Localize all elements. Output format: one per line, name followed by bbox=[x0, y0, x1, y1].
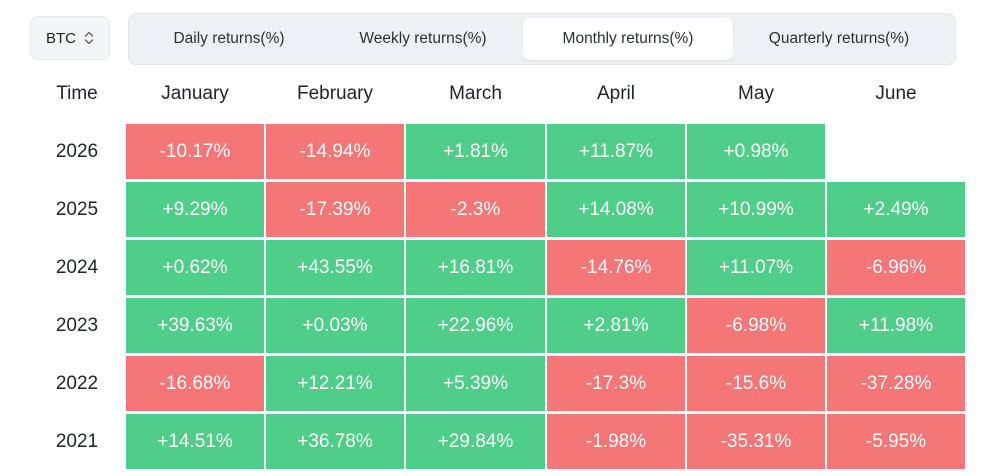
month-header-may: May bbox=[738, 83, 774, 104]
year-label: 2024 bbox=[55, 257, 99, 278]
year-label: 2026 bbox=[55, 141, 99, 162]
table-row: 2026 -10.17% -14.94% +1.81% +11.87% +0.98% bbox=[0, 124, 1005, 179]
year-label: 2023 bbox=[55, 315, 99, 336]
return-cell-april: +14.08% bbox=[547, 182, 685, 237]
month-header-april: April bbox=[596, 83, 635, 104]
return-cell-february: -17.39% bbox=[266, 182, 404, 237]
sort-arrows-icon bbox=[84, 31, 94, 45]
return-cell-march: +22.96% bbox=[406, 298, 545, 353]
return-cell-april: -14.76% bbox=[547, 240, 685, 295]
return-cell-april: -17.3% bbox=[547, 356, 685, 411]
table-row: 2021 +14.51% +36.78% +29.84% -1.98% -35.31% -5… bbox=[0, 414, 1005, 469]
return-cell-march: -2.3% bbox=[406, 182, 545, 237]
month-header-march: March bbox=[449, 83, 502, 104]
return-cell-january: +9.29% bbox=[126, 182, 264, 237]
return-cell-january: +0.62% bbox=[126, 240, 264, 295]
return-cell-february: +12.21% bbox=[266, 356, 404, 411]
year-label: 2022 bbox=[55, 373, 99, 394]
tab-weekly-returns[interactable]: Weekly returns(%) bbox=[359, 30, 487, 47]
table-row: 2024 +0.62% +43.55% +16.81% -14.76% +11.07% -6… bbox=[0, 240, 1005, 295]
table-row: 2022 -16.68% +12.21% +5.39% -17.3% -15.6% -37.… bbox=[0, 356, 1005, 411]
month-header-february: February bbox=[296, 83, 374, 104]
return-cell-june bbox=[827, 124, 965, 179]
top-bar: BTC Daily returns(%) Weekly returns(%) M… bbox=[0, 13, 1005, 65]
table-header-row: Time January February March April May Ju… bbox=[0, 70, 1005, 118]
return-cell-may: +11.07% bbox=[687, 240, 825, 295]
return-cell-june: +11.98% bbox=[827, 298, 965, 353]
asset-select-value: BTC bbox=[46, 29, 76, 47]
tab-daily-returns[interactable]: Daily returns(%) bbox=[173, 30, 285, 47]
time-header: Time bbox=[56, 83, 98, 104]
return-cell-february: +43.55% bbox=[266, 240, 404, 295]
return-cell-march: +16.81% bbox=[406, 240, 545, 295]
return-cell-june: -5.95% bbox=[827, 414, 965, 469]
return-cell-march: +1.81% bbox=[406, 124, 545, 179]
month-header-january: January bbox=[161, 83, 229, 104]
return-cell-may: -35.31% bbox=[687, 414, 825, 469]
return-cell-may: -6.98% bbox=[687, 298, 825, 353]
month-header-june: June bbox=[875, 83, 917, 104]
return-cell-february: -14.94% bbox=[266, 124, 404, 179]
return-cell-january: +14.51% bbox=[126, 414, 264, 469]
return-cell-april: +2.81% bbox=[547, 298, 685, 353]
return-cell-february: +36.78% bbox=[266, 414, 404, 469]
table-row: 2025 +9.29% -17.39% -2.3% +14.08% +10.99% +2.4… bbox=[0, 182, 1005, 237]
tab-quarterly-returns[interactable]: Quarterly returns(%) bbox=[768, 30, 910, 47]
return-cell-may: +10.99% bbox=[687, 182, 825, 237]
tab-monthly-returns[interactable]: Monthly returns(%) bbox=[523, 18, 733, 60]
return-cell-may: +0.98% bbox=[687, 124, 825, 179]
return-cell-may: -15.6% bbox=[687, 356, 825, 411]
return-cell-january: -16.68% bbox=[126, 356, 264, 411]
return-cell-january: +39.63% bbox=[126, 298, 264, 353]
return-cell-february: +0.03% bbox=[266, 298, 404, 353]
return-cell-april: +11.87% bbox=[547, 124, 685, 179]
return-cell-march: +5.39% bbox=[406, 356, 545, 411]
asset-select[interactable]: BTC bbox=[30, 16, 110, 60]
return-cell-june: +2.49% bbox=[827, 182, 965, 237]
return-cell-january: -10.17% bbox=[126, 124, 264, 179]
table-row: 2023 +39.63% +0.03% +22.96% +2.81% -6.98% +11.… bbox=[0, 298, 1005, 353]
return-cell-june: -6.96% bbox=[827, 240, 965, 295]
return-cell-march: +29.84% bbox=[406, 414, 545, 469]
return-cell-april: -1.98% bbox=[547, 414, 685, 469]
year-label: 2021 bbox=[55, 431, 99, 452]
return-cell-june: -37.28% bbox=[827, 356, 965, 411]
returns-period-tabs: Daily returns(%) Weekly returns(%) Month… bbox=[128, 13, 956, 65]
year-label: 2025 bbox=[55, 199, 99, 220]
